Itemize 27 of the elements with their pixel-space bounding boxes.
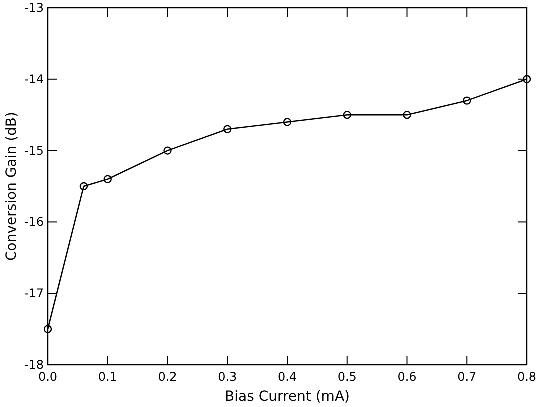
point	[104, 175, 112, 184]
x-tick-label: 0.3	[218, 370, 238, 384]
y-tick-label: -15	[24, 144, 44, 158]
y-tick-label: -14	[24, 72, 44, 86]
x-tick-label: 0.5	[338, 370, 357, 384]
y-tick-label: -13	[24, 1, 44, 15]
x-tick-label: 0.1	[98, 370, 118, 384]
x-tick-label: 0.8	[517, 370, 537, 384]
point	[522, 75, 532, 84]
y-tick-label: -16	[24, 215, 44, 230]
y-tick-label: -17	[24, 286, 44, 301]
point	[224, 125, 232, 134]
x-tick-label: 0.4	[278, 370, 298, 384]
point	[463, 96, 472, 105]
point	[343, 111, 352, 120]
point	[80, 182, 88, 191]
point	[164, 146, 172, 155]
x-tick-label: 0.7	[458, 370, 477, 384]
point	[44, 325, 52, 334]
y-tick-label: -18	[24, 358, 44, 372]
point	[403, 111, 412, 120]
x-axis-title: Bias Current (mA)	[225, 389, 350, 405]
x-tick-label: 0.6	[398, 370, 417, 384]
x-tick-label: 0.2	[158, 370, 178, 384]
point	[283, 118, 292, 126]
y-axis-title: Conversion Gain (dB)	[4, 112, 20, 261]
x-tick-label: 0.0	[38, 370, 58, 384]
